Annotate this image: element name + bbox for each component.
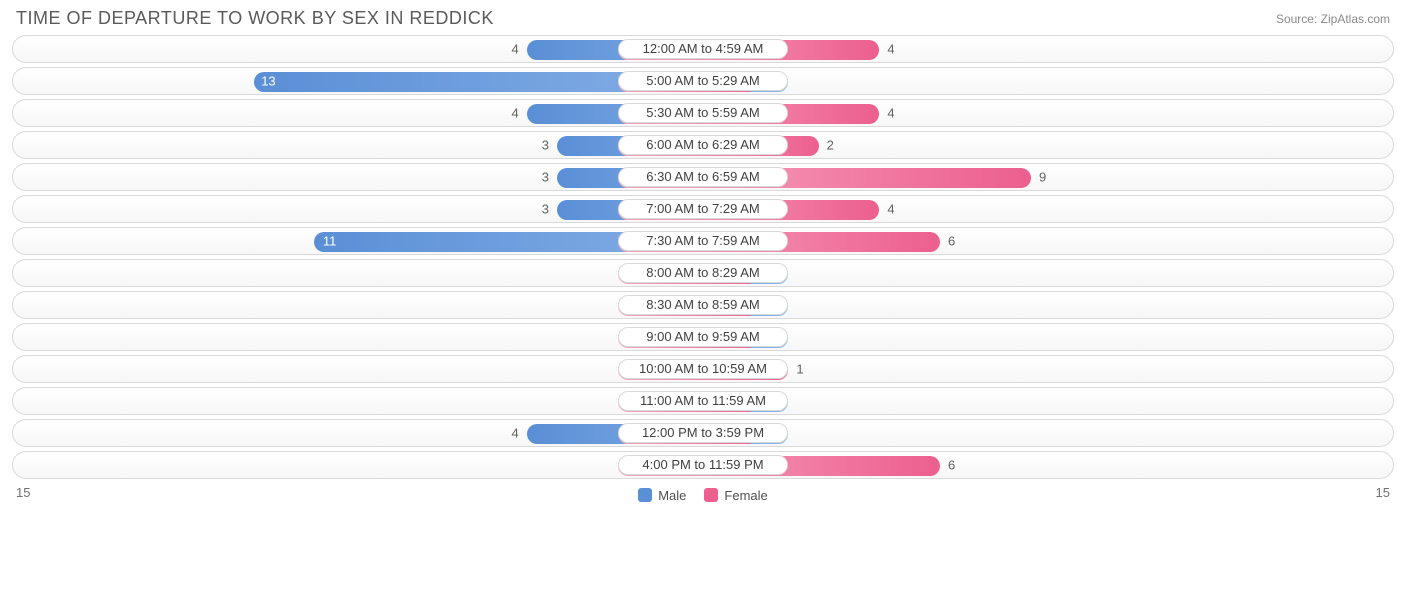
legend-male: Male xyxy=(638,488,686,503)
axis-left-max: 15 xyxy=(16,485,30,500)
row-label: 10:00 AM to 10:59 AM xyxy=(618,359,788,379)
chart-row: 064:00 PM to 11:59 PM xyxy=(12,451,1394,479)
male-value: 11 xyxy=(323,234,337,249)
legend-male-swatch xyxy=(638,488,652,502)
female-value: 4 xyxy=(887,202,894,217)
legend-female-swatch xyxy=(704,488,718,502)
chart-footer: 15 Male Female 15 xyxy=(12,483,1394,507)
legend: Male Female xyxy=(638,488,768,503)
row-label: 4:00 PM to 11:59 PM xyxy=(618,455,788,475)
row-label: 8:00 AM to 8:29 AM xyxy=(618,263,788,283)
chart-container: TIME OF DEPARTURE TO WORK BY SEX IN REDD… xyxy=(0,0,1406,511)
chart-row: 3 9 6:30 AM to 6:59 AM xyxy=(12,163,1394,191)
legend-female: Female xyxy=(704,488,767,503)
chart-row: 3 4 7:00 AM to 7:29 AM xyxy=(12,195,1394,223)
axis-right-max: 15 xyxy=(1376,485,1390,500)
chart-row: 0110:00 AM to 10:59 AM xyxy=(12,355,1394,383)
row-label: 8:30 AM to 8:59 AM xyxy=(618,295,788,315)
female-value: 4 xyxy=(887,106,894,121)
chart-row: 3 2 6:00 AM to 6:29 AM xyxy=(12,131,1394,159)
male-value: 3 xyxy=(542,138,549,153)
row-label: 6:30 AM to 6:59 AM xyxy=(618,167,788,187)
chart-row: 4 4 5:30 AM to 5:59 AM xyxy=(12,99,1394,127)
chart-row: 4012:00 PM to 3:59 PM xyxy=(12,419,1394,447)
row-label: 7:00 AM to 7:29 AM xyxy=(618,199,788,219)
male-value: 4 xyxy=(511,426,518,441)
chart-row: 008:00 AM to 8:29 AM xyxy=(12,259,1394,287)
chart-rows: 4 4 12:00 AM to 4:59 AM 1305:00 AM to 5:29 … xyxy=(12,35,1394,479)
female-value: 4 xyxy=(887,42,894,57)
row-label: 5:00 AM to 5:29 AM xyxy=(618,71,788,91)
female-value: 9 xyxy=(1039,170,1046,185)
female-value: 1 xyxy=(796,362,803,377)
female-value: 2 xyxy=(827,138,834,153)
female-value: 6 xyxy=(948,234,955,249)
row-label: 7:30 AM to 7:59 AM xyxy=(618,231,788,251)
legend-female-label: Female xyxy=(724,488,767,503)
male-value: 4 xyxy=(511,42,518,57)
chart-row: 1305:00 AM to 5:29 AM xyxy=(12,67,1394,95)
chart-header: TIME OF DEPARTURE TO WORK BY SEX IN REDD… xyxy=(12,8,1394,35)
row-label: 12:00 PM to 3:59 PM xyxy=(618,423,788,443)
male-value: 3 xyxy=(542,170,549,185)
female-value: 6 xyxy=(948,458,955,473)
chart-row: 4 4 12:00 AM to 4:59 AM xyxy=(12,35,1394,63)
chart-row: 008:30 AM to 8:59 AM xyxy=(12,291,1394,319)
row-label: 9:00 AM to 9:59 AM xyxy=(618,327,788,347)
chart-title: TIME OF DEPARTURE TO WORK BY SEX IN REDD… xyxy=(16,8,494,29)
row-label: 5:30 AM to 5:59 AM xyxy=(618,103,788,123)
chart-row: 11 6 7:30 AM to 7:59 AM xyxy=(12,227,1394,255)
row-label: 11:00 AM to 11:59 AM xyxy=(618,391,788,411)
row-label: 6:00 AM to 6:29 AM xyxy=(618,135,788,155)
chart-row: 0011:00 AM to 11:59 AM xyxy=(12,387,1394,415)
male-value: 4 xyxy=(511,106,518,121)
legend-male-label: Male xyxy=(658,488,686,503)
male-value: 3 xyxy=(542,202,549,217)
chart-source: Source: ZipAtlas.com xyxy=(1276,12,1390,26)
chart-row: 009:00 AM to 9:59 AM xyxy=(12,323,1394,351)
male-value: 13 xyxy=(261,74,275,89)
row-label: 12:00 AM to 4:59 AM xyxy=(618,39,788,59)
